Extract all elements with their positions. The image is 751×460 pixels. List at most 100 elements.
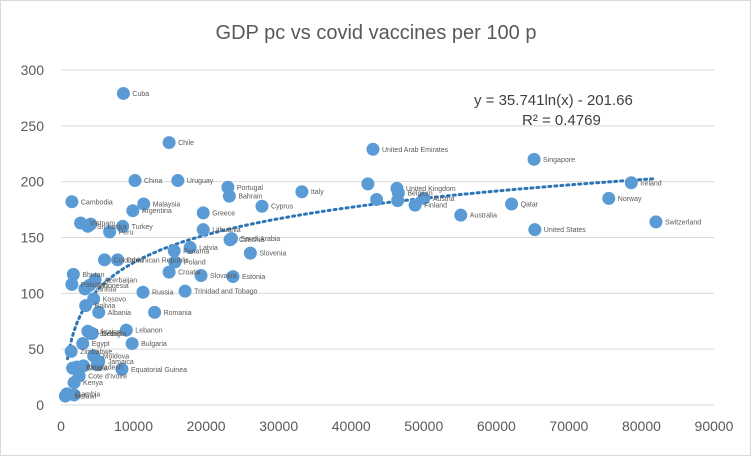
data-point — [125, 337, 139, 351]
trendline — [66, 177, 658, 361]
data-point — [65, 195, 79, 209]
point-label: Sri Lanka — [97, 224, 127, 231]
y-tick-label: 0 — [36, 397, 44, 413]
data-point — [226, 270, 240, 284]
data-point — [76, 337, 90, 351]
x-tick-label: 90000 — [695, 418, 734, 434]
point-label: Greece — [212, 210, 235, 217]
data-point — [624, 176, 638, 190]
data-point — [168, 255, 182, 269]
data-point — [67, 376, 81, 390]
data-point — [171, 174, 185, 188]
data-point — [361, 177, 375, 191]
data-point — [196, 206, 210, 220]
point-label: Bangladesh — [86, 365, 123, 372]
data-point — [64, 344, 78, 358]
point-label: Qatar — [521, 202, 539, 209]
point-label: Zimbabwe — [80, 349, 112, 356]
x-tick-label: 40000 — [332, 418, 371, 434]
data-point — [225, 232, 239, 246]
data-point — [167, 244, 181, 258]
data-points — [58, 86, 663, 403]
point-label: Cyprus — [271, 204, 294, 211]
point-label: Tunisia — [94, 286, 116, 293]
data-point — [505, 197, 519, 211]
point-label: Jamaica — [108, 359, 134, 366]
point-label: Egypt — [92, 341, 110, 348]
data-point — [67, 388, 81, 402]
point-label: Jordan — [100, 331, 122, 338]
data-point — [66, 267, 80, 281]
point-label: Moldova — [103, 353, 130, 360]
data-point — [90, 358, 104, 372]
data-point — [128, 174, 142, 188]
data-point — [196, 223, 210, 237]
trendline-r-squared: R² = 0.4769 — [522, 112, 601, 129]
point-label: Latvia — [199, 245, 218, 252]
point-labels: Cuba Chile China Uruguay Portugal Bahrain Ital… — [74, 91, 701, 401]
point-label: Georgia — [101, 331, 126, 338]
point-label: Panama — [183, 248, 209, 255]
x-tick-label: 0 — [57, 418, 65, 434]
point-label: Peru — [119, 229, 134, 236]
data-point — [119, 323, 133, 337]
point-label: Ukraine — [97, 329, 121, 336]
data-point — [126, 204, 140, 218]
data-point — [178, 284, 192, 298]
point-label: Italy — [311, 189, 324, 196]
point-label: Slovenia — [259, 251, 286, 258]
data-point — [295, 185, 309, 199]
point-label: Gambia — [76, 391, 101, 398]
point-label: Croatia — [178, 270, 201, 277]
data-point — [136, 285, 150, 299]
point-label: Australia — [470, 213, 497, 220]
point-label: Lebanon — [135, 328, 162, 335]
data-point — [111, 253, 125, 267]
chart-title: GDP pc vs covid vaccines per 100 p — [216, 22, 537, 44]
data-point — [528, 223, 542, 237]
point-label: Portugal — [237, 185, 264, 192]
data-point — [115, 362, 129, 376]
point-label: Bhutan — [82, 272, 104, 279]
point-label: Colombia — [114, 257, 144, 264]
data-point — [222, 189, 236, 203]
point-label: Estonia — [242, 274, 265, 281]
data-point — [137, 197, 151, 211]
y-tick-label: 150 — [21, 230, 45, 246]
x-tick-label: 80000 — [622, 418, 661, 434]
point-label: Switzerland — [665, 219, 701, 226]
data-point — [162, 265, 176, 279]
point-label: Uruguay — [187, 178, 214, 185]
point-label: China — [144, 178, 162, 185]
y-tick-label: 100 — [21, 285, 45, 301]
data-point — [65, 277, 79, 291]
point-label: Argentina — [142, 208, 172, 215]
data-point — [98, 253, 112, 267]
point-label: Equatorial Guinea — [131, 367, 187, 374]
point-label: Trinidad and Tobago — [194, 289, 258, 296]
y-axis-ticks: 0 50 100 150 200 250 300 — [21, 62, 45, 413]
data-point — [370, 193, 384, 207]
data-point — [84, 217, 98, 231]
point-label: Finland — [424, 203, 447, 210]
point-label: Bolivia — [95, 303, 116, 310]
point-label: Austria — [433, 196, 455, 203]
point-label: Ghana — [87, 366, 108, 373]
point-label: Pakistan — [81, 282, 108, 289]
point-label: Belgium — [407, 190, 432, 197]
x-tick-label: 10000 — [114, 418, 153, 434]
x-tick-label: 50000 — [404, 418, 443, 434]
point-label: Poland — [184, 260, 206, 267]
data-point — [85, 327, 99, 341]
trendline-equation: y = 35.741ln(x) - 201.66 — [474, 92, 633, 109]
x-tick-label: 30000 — [259, 418, 298, 434]
point-label: Russia — [152, 290, 174, 297]
point-label: Cuba — [132, 91, 149, 98]
point-label: Ireland — [640, 180, 662, 187]
point-label: Slovakia — [210, 273, 237, 280]
data-point — [162, 136, 176, 150]
point-label: Indonesia — [98, 283, 128, 290]
point-label: Cambodia — [81, 199, 113, 206]
